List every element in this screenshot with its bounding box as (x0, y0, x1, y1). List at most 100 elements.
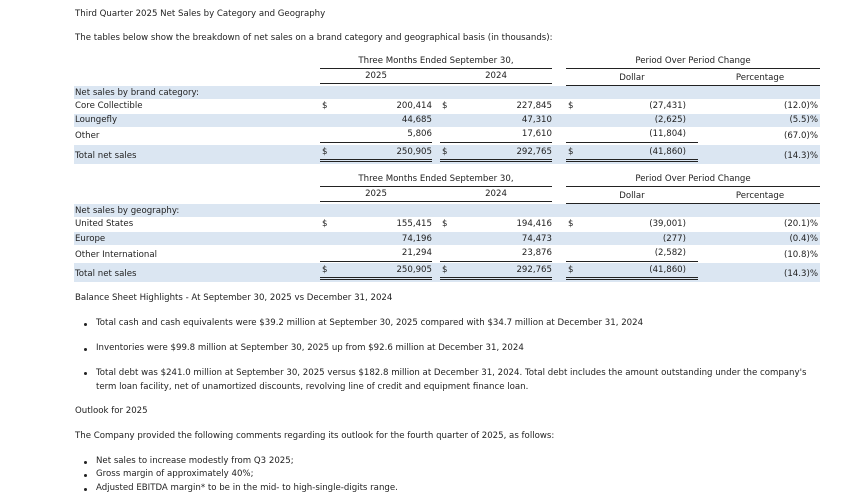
bullet-icon (84, 348, 87, 351)
change-percentage: (20.1)% (783, 219, 818, 229)
change-percentage: (14.3)% (783, 151, 818, 161)
value-2024: 17,610 (521, 129, 552, 139)
value-2025: 5,806 (407, 129, 432, 139)
divider (440, 261, 552, 262)
change-percentage: (67.0)% (783, 131, 818, 141)
bullet-icon (84, 488, 87, 491)
table1-col-dollar: Dollar (619, 73, 645, 83)
divider (320, 261, 432, 262)
section-row-shading (74, 86, 820, 99)
double-underline (440, 279, 552, 280)
value-2025: 74,196 (401, 234, 432, 244)
bullet-icon (84, 372, 87, 375)
table2-col-2024: 2024 (485, 189, 507, 199)
list-item-text: Inventories were $99.8 million at Septem… (96, 343, 524, 353)
divider (566, 203, 820, 204)
value-2025: 21,294 (401, 248, 432, 258)
double-underline (566, 159, 698, 160)
row-label: Total net sales (75, 269, 137, 279)
value-2024: 23,876 (521, 248, 552, 258)
double-underline (566, 277, 698, 278)
table1-section-label: Net sales by brand category: (75, 88, 199, 98)
row-label: Europe (75, 234, 106, 244)
bullet-icon (84, 461, 87, 464)
currency-symbol: $ (442, 219, 448, 229)
balance-sheet-heading: Balance Sheet Highlights - At September … (75, 293, 393, 303)
section-row-shading (74, 204, 820, 217)
bullet-icon (84, 323, 87, 326)
value-2024: 292,765 (516, 147, 552, 157)
value-2025: 250,905 (396, 265, 432, 275)
divider (320, 201, 552, 202)
page-title: Third Quarter 2025 Net Sales by Category… (75, 9, 326, 19)
table2-section-label: Net sales by geography: (75, 206, 180, 216)
double-underline (320, 159, 432, 160)
currency-symbol: $ (568, 147, 574, 157)
table1-change-header: Period Over Period Change (635, 56, 751, 66)
currency-symbol: $ (322, 147, 328, 157)
double-underline (440, 277, 552, 278)
currency-symbol: $ (442, 101, 448, 111)
row-label: Other International (75, 250, 157, 260)
divider (566, 85, 820, 86)
value-2025: 200,414 (396, 101, 432, 111)
change-dollar: (27,431) (649, 101, 686, 111)
currency-symbol: $ (442, 265, 448, 275)
divider (440, 142, 552, 143)
change-percentage: (5.5)% (789, 115, 818, 125)
change-percentage: (12.0)% (783, 101, 818, 111)
change-dollar: (277) (662, 234, 686, 244)
double-underline (566, 161, 698, 162)
outlook-intro: The Company provided the following comme… (75, 431, 555, 441)
change-dollar: (41,860) (649, 147, 686, 157)
row-shading (74, 232, 820, 245)
change-dollar: (2,625) (654, 115, 686, 125)
currency-symbol: $ (322, 219, 328, 229)
table2-col-dollar: Dollar (619, 191, 645, 201)
row-label: United States (75, 219, 134, 229)
table2-col-2025: 2025 (365, 189, 387, 199)
value-2025: 155,415 (396, 219, 432, 229)
value-2024: 74,473 (521, 234, 552, 244)
intro-text: The tables below show the breakdown of n… (75, 33, 553, 43)
divider (320, 83, 552, 84)
list-item-text: Total debt was $241.0 million at Septemb… (96, 368, 807, 392)
double-underline (320, 277, 432, 278)
change-dollar: (41,860) (649, 265, 686, 275)
change-percentage: (14.3)% (783, 269, 818, 279)
currency-symbol: $ (322, 101, 328, 111)
table2-col-percentage: Percentage (735, 191, 785, 201)
row-label: Core Collectible (75, 101, 143, 111)
divider (566, 68, 820, 69)
row-label: Other (75, 131, 100, 141)
divider (566, 142, 698, 143)
value-2025: 250,905 (396, 147, 432, 157)
change-percentage: (10.8)% (783, 250, 818, 260)
divider (566, 261, 698, 262)
double-underline (440, 159, 552, 160)
change-dollar: (39,001) (649, 219, 686, 229)
currency-symbol: $ (442, 147, 448, 157)
outlook-heading: Outlook for 2025 (75, 406, 148, 416)
divider (320, 68, 552, 69)
table2-group-header: Three Months Ended September 30, (358, 174, 514, 184)
value-2024: 47,310 (521, 115, 552, 125)
currency-symbol: $ (568, 265, 574, 275)
value-2024: 227,845 (516, 101, 552, 111)
list-item-text: Adjusted EBITDA margin* to be in the mid… (96, 483, 398, 493)
currency-symbol: $ (322, 265, 328, 275)
value-2024: 194,416 (516, 219, 552, 229)
row-label: Total net sales (75, 151, 137, 161)
currency-symbol: $ (568, 219, 574, 229)
table2-change-header: Period Over Period Change (635, 174, 751, 184)
divider (320, 186, 552, 187)
currency-symbol: $ (568, 101, 574, 111)
table1-col-percentage: Percentage (735, 73, 785, 83)
value-2025: 44,685 (401, 115, 432, 125)
table1-group-header: Three Months Ended September 30, (358, 56, 514, 66)
double-underline (320, 279, 432, 280)
divider (566, 186, 820, 187)
row-label: Loungefly (75, 115, 118, 125)
change-dollar: (11,804) (649, 129, 686, 139)
double-underline (566, 279, 698, 280)
